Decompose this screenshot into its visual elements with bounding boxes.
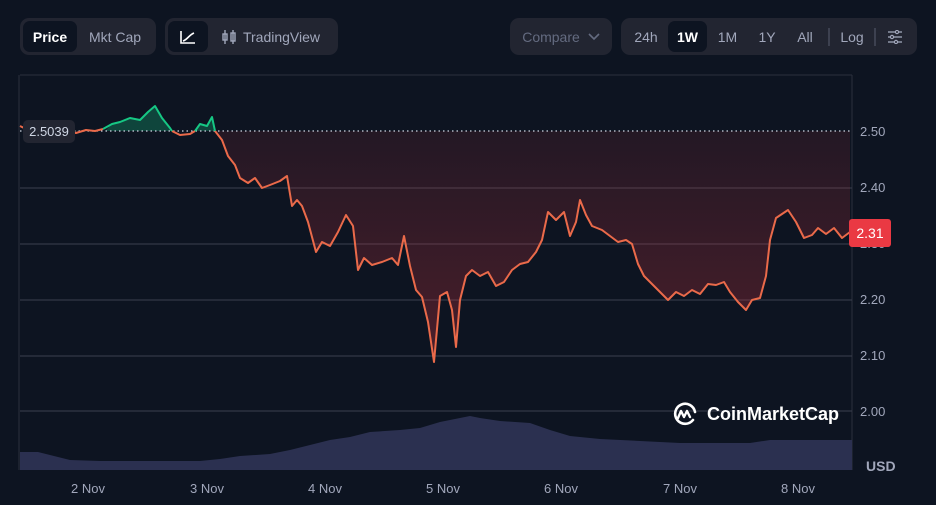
price-area-down [215, 131, 850, 362]
y-tick: 2.20 [860, 292, 886, 307]
tradingview-button[interactable]: TradingView [208, 21, 333, 52]
range-1w[interactable]: 1W [668, 21, 707, 52]
x-tick: 5 Nov [426, 481, 460, 496]
time-range-selector: 24h 1W 1M 1Y All Log [621, 18, 917, 55]
price-area-up [105, 106, 215, 131]
currency-label: USD [866, 458, 896, 474]
line-chart-icon [180, 30, 195, 44]
price-mktcap-toggle: Price Mkt Cap [20, 18, 156, 55]
line-chart-button[interactable] [168, 21, 208, 52]
range-1m[interactable]: 1M [717, 28, 738, 45]
y-tick: 2.50 [860, 124, 886, 139]
x-tick: 8 Nov [781, 481, 815, 496]
chevron-down-icon [588, 32, 600, 40]
price-line-up [102, 105, 216, 132]
range-24h[interactable]: 24h [634, 28, 658, 45]
divider [828, 27, 830, 46]
compare-dropdown[interactable]: Compare [510, 18, 612, 55]
y-tick: 2.10 [860, 348, 886, 363]
x-tick: 6 Nov [544, 481, 578, 496]
current-price-tag: 2.31 [849, 219, 891, 247]
x-tick: 3 Nov [190, 481, 224, 496]
x-tick: 4 Nov [308, 481, 342, 496]
baseline-price-tag: 2.5039 [23, 120, 75, 143]
divider [874, 27, 876, 46]
price-tab[interactable]: Price [23, 21, 77, 52]
candlestick-icon [222, 29, 236, 44]
chart-settings-button[interactable] [880, 21, 910, 52]
chart-type-toggle: TradingView [165, 18, 338, 55]
tradingview-label: TradingView [242, 28, 321, 45]
y-tick: 2.40 [860, 180, 886, 195]
x-tick: 2 Nov [71, 481, 105, 496]
coinmarketcap-logo-icon [673, 402, 697, 426]
range-all[interactable]: All [797, 28, 813, 45]
log-toggle[interactable]: Log [840, 28, 864, 45]
sliders-icon [888, 29, 902, 44]
coinmarketcap-watermark: CoinMarketCap [671, 400, 839, 428]
watermark-text: CoinMarketCap [707, 403, 840, 424]
y-tick: 2.00 [860, 404, 886, 419]
x-tick: 7 Nov [663, 481, 697, 496]
compare-label: Compare [522, 28, 580, 45]
volume-area [20, 416, 852, 470]
mktcap-tab[interactable]: Mkt Cap [88, 28, 142, 45]
range-1y[interactable]: 1Y [758, 28, 776, 45]
